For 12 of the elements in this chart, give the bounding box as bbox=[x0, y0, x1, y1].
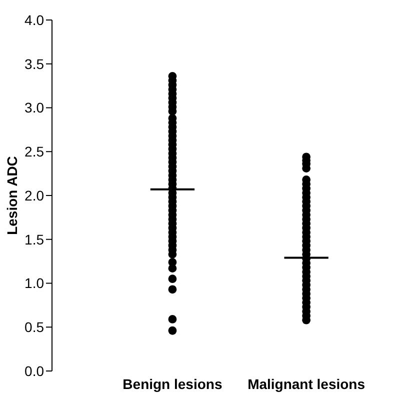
y-tick-label: 3.0 bbox=[24, 100, 44, 116]
y-tick-label: 2.5 bbox=[24, 144, 44, 160]
y-tick-label: 2.0 bbox=[24, 187, 44, 204]
y-axis-title: Lesion ADC bbox=[4, 156, 20, 235]
y-tick-label: 0.0 bbox=[24, 362, 44, 379]
y-tick-label: 0.5 bbox=[24, 319, 44, 336]
x-tick-label: Malignant lesions bbox=[248, 376, 366, 392]
y-tick-label: 4.0 bbox=[24, 12, 44, 28]
y-tick-label: 1.0 bbox=[24, 275, 44, 292]
x-tick-label: Benign lesions bbox=[122, 376, 222, 392]
y-tick-label: 3.5 bbox=[24, 56, 44, 72]
y-tick-label: 1.5 bbox=[24, 231, 44, 248]
